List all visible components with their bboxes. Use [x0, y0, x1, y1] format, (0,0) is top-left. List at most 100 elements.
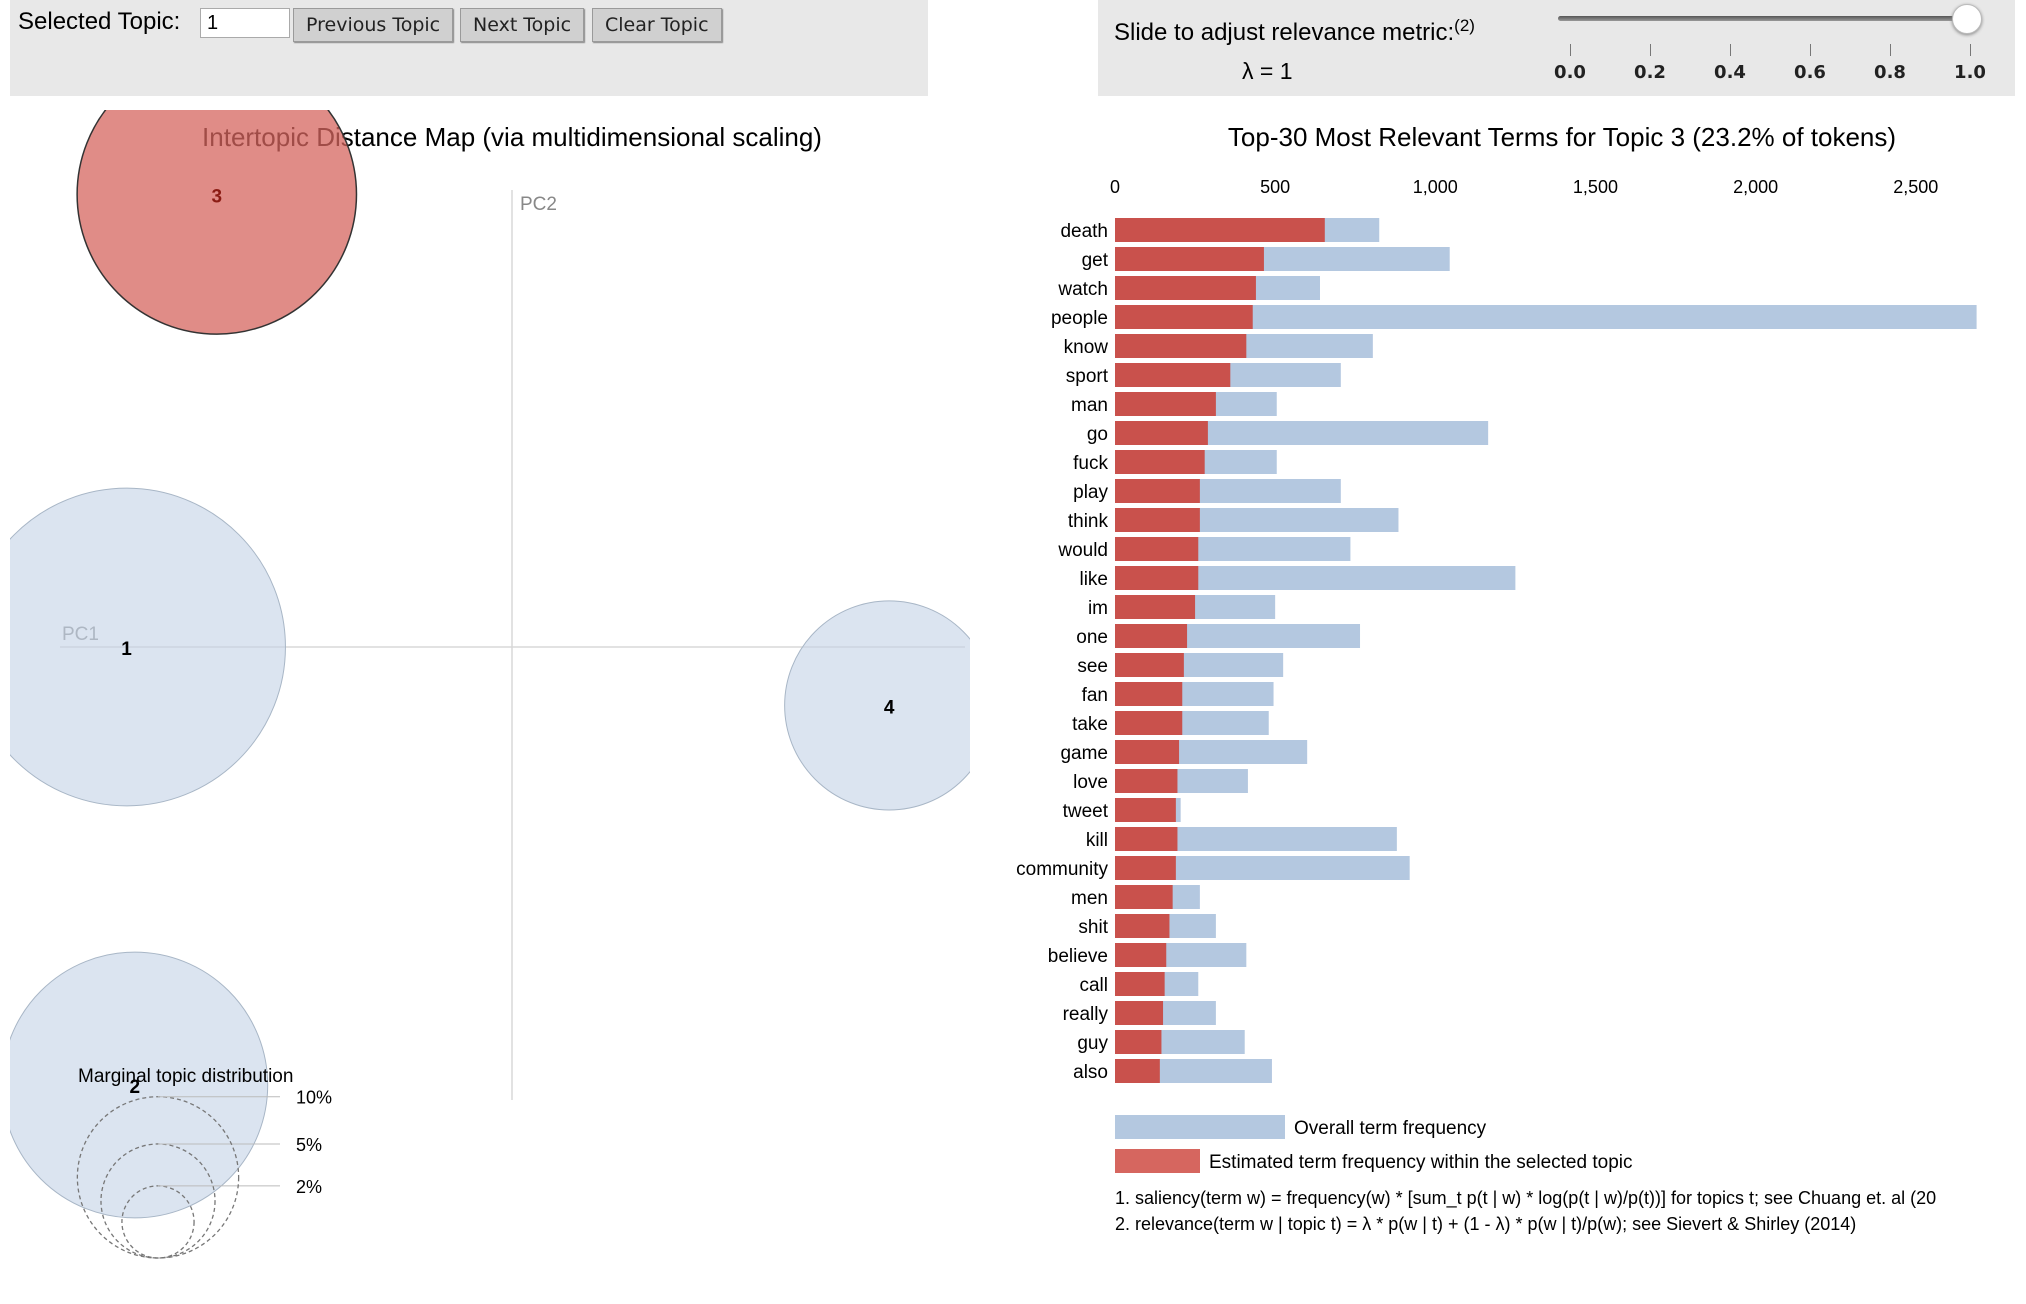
topic-frequency-bar[interactable] — [1115, 856, 1176, 880]
slider-tick-mark — [1730, 44, 1731, 56]
topic-frequency-bar[interactable] — [1115, 334, 1247, 358]
topic-circle-4[interactable] — [784, 600, 994, 811]
topic-label-3[interactable]: 3 — [212, 186, 223, 207]
term-label: guy — [1077, 1033, 1108, 1054]
relevance-slider-thumb[interactable] — [1952, 4, 1982, 34]
lambda-value: λ = 1 — [1242, 58, 1293, 84]
slider-tick-label: 0.6 — [1794, 62, 1826, 83]
term-label: one — [1076, 627, 1108, 648]
slider-tick-mark — [1650, 44, 1651, 56]
topic-frequency-bar[interactable] — [1115, 479, 1200, 503]
topic-circle-3[interactable] — [76, 55, 358, 335]
topic-frequency-bar[interactable] — [1115, 276, 1256, 300]
topic-frequency-bar[interactable] — [1115, 421, 1208, 445]
topic-frequency-bar[interactable] — [1115, 363, 1231, 387]
term-label: men — [1071, 888, 1108, 909]
topic-frequency-bar[interactable] — [1115, 972, 1165, 996]
topic-label-4[interactable]: 4 — [884, 697, 895, 718]
legend-swatch-1 — [1115, 1149, 1200, 1173]
relevance-slider-track[interactable] — [1558, 16, 1968, 21]
topic-label-2[interactable]: 2 — [130, 1077, 141, 1098]
overall-frequency-bar[interactable] — [1115, 305, 1977, 329]
topic-frequency-bar[interactable] — [1115, 508, 1200, 532]
marginal-label-5: 5% — [296, 1135, 322, 1155]
topic-frequency-bar[interactable] — [1115, 1001, 1164, 1025]
topic-frequency-bar[interactable] — [1115, 653, 1184, 677]
topic-frequency-bar[interactable] — [1115, 537, 1199, 561]
slider-tick-mark — [1970, 44, 1971, 56]
topic-frequency-bar[interactable] — [1115, 566, 1199, 590]
topic-frequency-bar[interactable] — [1115, 711, 1183, 735]
footnote-1: 1. saliency(term w) = frequency(w) * [su… — [1115, 1188, 1936, 1209]
x-tick-label: 2,000 — [1733, 177, 1778, 197]
topic-frequency-bar[interactable] — [1115, 624, 1188, 648]
term-label: fan — [1082, 685, 1108, 706]
topic-frequency-bar[interactable] — [1115, 769, 1178, 793]
topic-circles: 1 2 3 4 — [0, 55, 994, 1219]
term-label: go — [1087, 424, 1108, 445]
topic-circle-1[interactable] — [0, 487, 286, 807]
topic-frequency-bar[interactable] — [1115, 914, 1170, 938]
term-label: know — [1064, 337, 1109, 358]
selected-topic-input[interactable] — [200, 8, 290, 38]
term-label: get — [1082, 250, 1109, 271]
term-label: sport — [1066, 366, 1109, 387]
topic-frequency-bar[interactable] — [1115, 827, 1178, 851]
term-label: really — [1063, 1004, 1109, 1025]
term-label: man — [1071, 395, 1108, 416]
topic-frequency-bar[interactable] — [1115, 218, 1325, 242]
legend-label-0: Overall term frequency — [1294, 1118, 1487, 1139]
term-label: watch — [1057, 279, 1108, 300]
term-label: kill — [1086, 830, 1108, 851]
selected-topic-label: Selected Topic: — [18, 8, 181, 35]
relevance-slider-panel: Slide to adjust relevance metric:(2) λ =… — [1098, 0, 2015, 96]
topic-frequency-bar[interactable] — [1115, 943, 1167, 967]
topic-frequency-bar[interactable] — [1115, 1059, 1160, 1083]
topic-frequency-bar[interactable] — [1115, 885, 1173, 909]
slider-label: Slide to adjust relevance metric:(2) — [1114, 16, 1475, 47]
term-label: think — [1068, 511, 1109, 532]
topic-frequency-bar[interactable] — [1115, 595, 1196, 619]
term-label: people — [1051, 308, 1108, 329]
x-tick-label: 2,500 — [1893, 177, 1938, 197]
slider-tick-label: 0.8 — [1874, 62, 1906, 83]
term-label: game — [1060, 743, 1108, 764]
slider-tick-label: 0.0 — [1554, 62, 1586, 83]
topic-frequency-bar[interactable] — [1115, 740, 1180, 764]
x-tick-label: 1,000 — [1413, 177, 1458, 197]
topic-frequency-bar[interactable] — [1115, 247, 1264, 271]
slider-tick-label: 0.4 — [1714, 62, 1746, 83]
clear-topic-button[interactable]: Clear Topic — [592, 8, 722, 42]
pc2-axis-label: PC2 — [520, 194, 557, 215]
topic-circle-2[interactable] — [2, 951, 269, 1219]
footnote-2: 2. relevance(term w | topic t) = λ * p(w… — [1115, 1214, 1856, 1234]
legend-swatch-0 — [1115, 1115, 1285, 1139]
term-label: shit — [1078, 917, 1108, 938]
topic-label-1[interactable]: 1 — [121, 639, 132, 660]
term-label: play — [1073, 482, 1108, 503]
slider-tick-label: 1.0 — [1954, 62, 1986, 83]
slider-tick-mark — [1810, 44, 1811, 56]
topic-frequency-bar[interactable] — [1115, 682, 1183, 706]
term-label: believe — [1048, 946, 1108, 967]
term-label: tweet — [1063, 801, 1109, 822]
term-label: fuck — [1073, 453, 1108, 474]
topic-frequency-bar[interactable] — [1115, 305, 1253, 329]
legend-label-1: Estimated term frequency within the sele… — [1209, 1152, 1632, 1173]
term-label: call — [1079, 975, 1108, 996]
term-label: love — [1073, 772, 1108, 793]
term-label: would — [1057, 540, 1108, 561]
term-label: im — [1088, 598, 1108, 619]
topic-frequency-bar[interactable] — [1115, 798, 1176, 822]
topic-frequency-bar[interactable] — [1115, 392, 1216, 416]
term-label: also — [1073, 1062, 1108, 1083]
term-label: community — [1016, 859, 1108, 880]
slider-label-text: Slide to adjust relevance metric: — [1114, 19, 1455, 46]
slider-footnote: (2) — [1454, 16, 1475, 35]
topic-frequency-bar[interactable] — [1115, 450, 1205, 474]
slider-tick-mark — [1570, 44, 1571, 56]
term-label: like — [1079, 569, 1108, 590]
topic-frequency-bar[interactable] — [1115, 1030, 1162, 1054]
previous-topic-button[interactable]: Previous Topic — [293, 8, 454, 42]
next-topic-button[interactable]: Next Topic — [460, 8, 585, 42]
